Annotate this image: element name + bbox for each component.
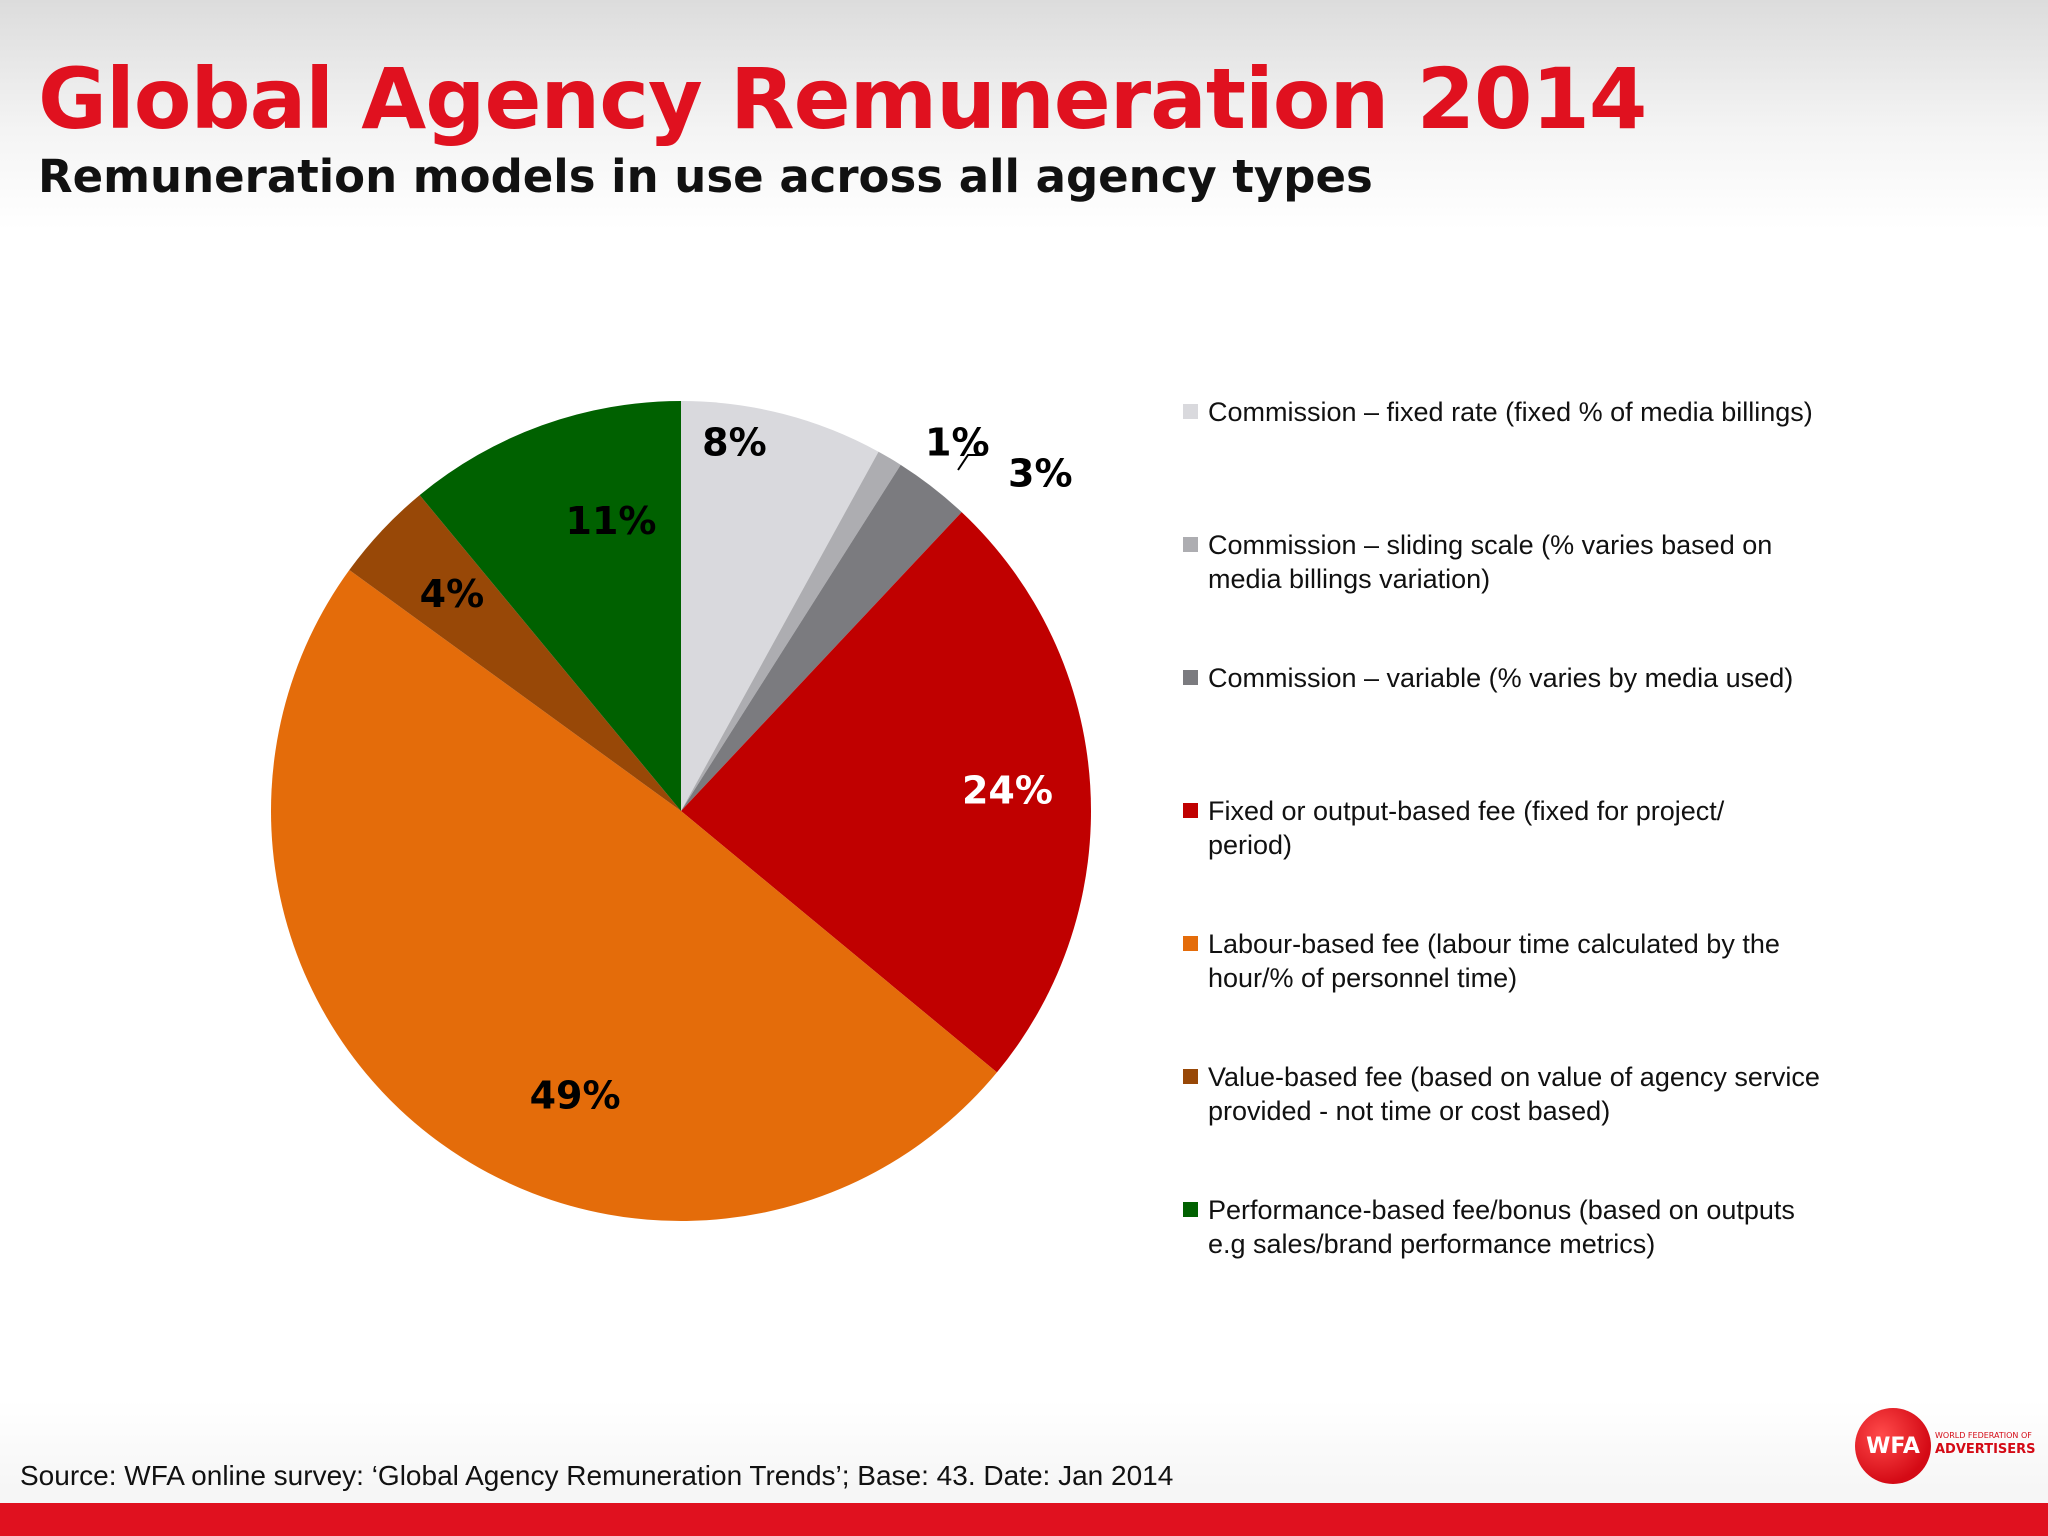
wfa-logo-line1: WORLD FEDERATION OF (1935, 1431, 2032, 1440)
pie-data-labels: 8% 1% 3% 24% 49% 4% 11% (420, 421, 1073, 1118)
leader-line (957, 454, 980, 471)
legend-label: Commission – fixed rate (fixed % of medi… (1208, 397, 1813, 427)
pie-slice (681, 401, 879, 811)
pie-slices (271, 401, 1091, 1221)
slice-data-label: 24% (962, 768, 1053, 812)
legend-swatch (1183, 670, 1198, 685)
slice-data-label: 4% (420, 572, 485, 616)
legend-item: Performance-based fee/bonus (based on ou… (1183, 1193, 1863, 1261)
wfa-logo-mark: WFA (1855, 1408, 1931, 1484)
page-subtitle: Remuneration models in use across all ag… (38, 150, 1373, 203)
wfa-logo-line2: ADVERTISERS (1935, 1442, 2036, 1457)
legend-label: Fixed or output-based fee (fixed for pro… (1208, 796, 1725, 860)
legend-item: Commission – fixed rate (fixed % of medi… (1183, 395, 1863, 429)
legend-label: Performance-based fee/bonus (based on ou… (1208, 1195, 1795, 1259)
pie-slice (681, 512, 1091, 1073)
footer-bar (0, 1503, 2048, 1536)
slice-data-label: 3% (1008, 452, 1073, 496)
legend-item: Fixed or output-based fee (fixed for pro… (1183, 794, 1863, 862)
pie-slice (681, 451, 901, 811)
legend-label: Labour-based fee (labour time calculated… (1208, 929, 1780, 993)
source-note: Source: WFA online survey: ‘Global Agenc… (20, 1460, 1174, 1491)
legend-swatch (1183, 936, 1198, 951)
legend-swatch (1183, 1069, 1198, 1084)
legend-label: Commission – sliding scale (% varies bas… (1208, 530, 1773, 594)
legend-swatch (1183, 537, 1198, 552)
slice-data-label: 1% (925, 421, 990, 465)
legend-label: Value-based fee (based on value of agenc… (1208, 1062, 1820, 1126)
pie-slice (681, 464, 962, 811)
page-title: Global Agency Remuneration 2014 (38, 50, 1647, 148)
pie-slice (271, 570, 997, 1221)
pie-slice (419, 401, 681, 811)
legend-swatch (1183, 1202, 1198, 1217)
slice-data-label: 11% (566, 499, 657, 543)
slice-data-label: 49% (530, 1073, 621, 1117)
legend-swatch (1183, 404, 1198, 419)
pie-slice (349, 495, 681, 811)
wfa-logo: WFA WORLD FEDERATION OF ADVERTISERS (1855, 1405, 2036, 1485)
legend-item: Commission – variable (% varies by media… (1183, 661, 1863, 695)
slice-data-label: 8% (702, 421, 767, 465)
legend-item: Commission – sliding scale (% varies bas… (1183, 528, 1863, 596)
legend-item: Value-based fee (based on value of agenc… (1183, 1060, 1863, 1128)
legend-label: Commission – variable (% varies by media… (1208, 663, 1794, 693)
legend-item: Labour-based fee (labour time calculated… (1183, 927, 1863, 995)
legend-swatch (1183, 803, 1198, 818)
